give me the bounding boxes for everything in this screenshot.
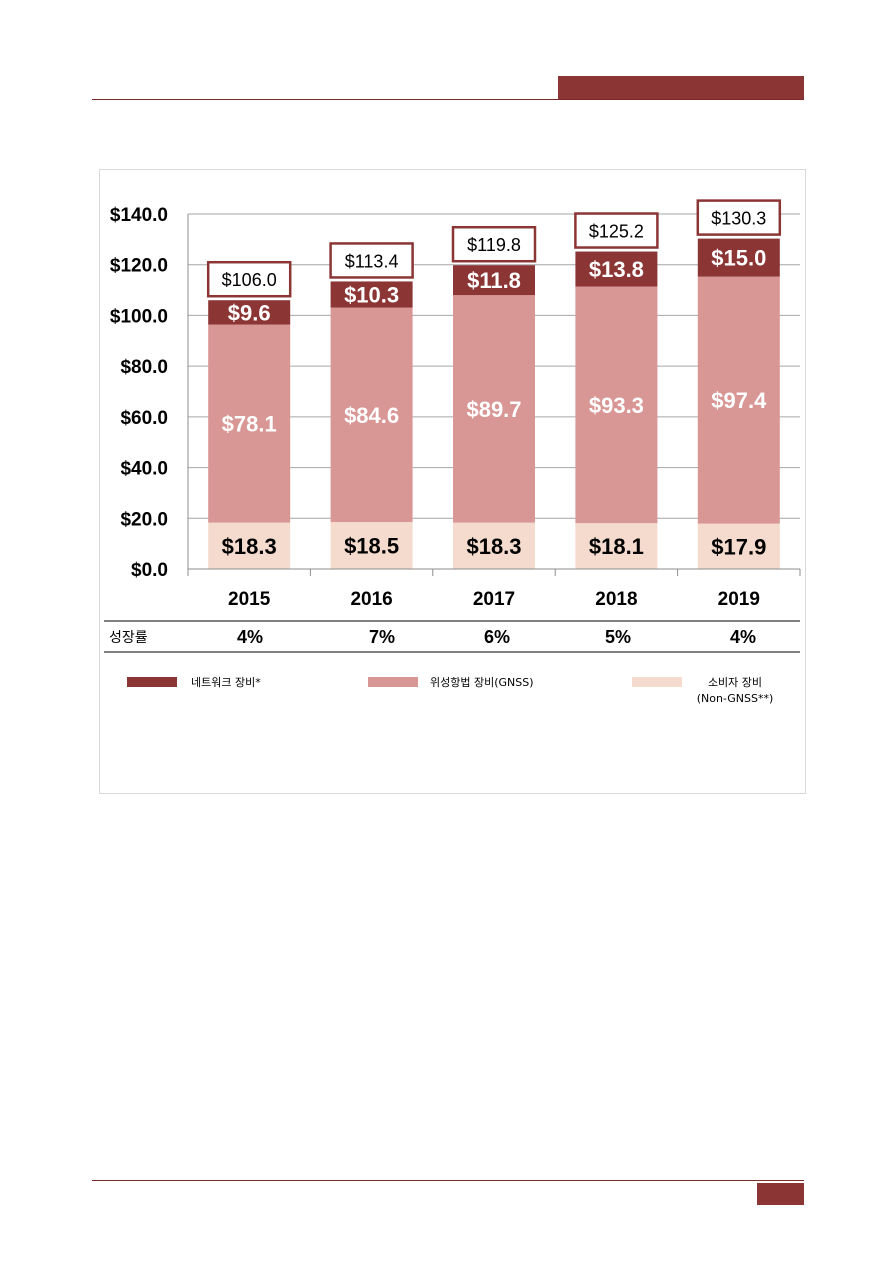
total-box: [206, 260, 292, 298]
bar-segment-gnss-2018: [575, 286, 658, 524]
bar-value-label-consumer: $18.3: [466, 534, 521, 559]
y-tick-label: $20.0: [120, 509, 168, 530]
total-box: [696, 199, 782, 236]
x-tick-label: 2016: [350, 589, 392, 610]
bar-value-label-network: $11.8: [467, 268, 521, 293]
footer-rule: [92, 1180, 804, 1181]
bar-value-label-gnss: $89.7: [466, 397, 521, 422]
bar-value-label-gnss: $78.1: [222, 412, 277, 437]
growth-rate-value: 5%: [605, 627, 631, 647]
legend-label-network: 네트워크 장비*: [191, 676, 261, 689]
bar-segment-gnss-2016: [330, 307, 413, 523]
total-value-label: $113.4: [345, 251, 399, 271]
total-value-label: $130.3: [711, 209, 766, 229]
bar-value-label-network: $13.8: [589, 257, 644, 282]
total-value-label: $125.2: [589, 222, 644, 242]
total-value-label: $106.0: [222, 270, 277, 290]
x-tick-label: 2018: [595, 589, 637, 610]
total-box: [451, 225, 537, 263]
bar-value-label-network: $10.3: [344, 283, 399, 308]
bar-segment-consumer-2015: [208, 522, 291, 569]
y-tick-label: $40.0: [120, 459, 168, 480]
growth-header-label: 성장률: [109, 630, 148, 646]
bar-segment-gnss-2015: [208, 324, 291, 523]
growth-rate-value: 7%: [369, 627, 395, 647]
bar-value-label-network: $15.0: [711, 246, 766, 271]
bar-segment-consumer-2017: [453, 522, 535, 569]
header-rule: [92, 99, 804, 100]
bar-segment-consumer-2018: [575, 523, 658, 569]
bar-value-label-gnss: $93.3: [589, 393, 644, 418]
legend-swatch-network: [127, 677, 177, 687]
total-box: [574, 212, 659, 249]
header-accent-block: [558, 76, 804, 100]
bar-value-label-consumer: $17.9: [711, 534, 766, 559]
bar-value-label-consumer: $18.5: [344, 534, 399, 559]
bar-segment-network-2017: [453, 265, 535, 296]
legend-swatch-gnss: [368, 677, 418, 687]
x-tick-label: 2017: [473, 589, 515, 610]
bar-segment-network-2018: [575, 251, 658, 287]
x-tick-label: 2015: [228, 589, 271, 610]
growth-rate-value: 4%: [237, 627, 263, 647]
bar-value-label-network: $9.6: [228, 300, 271, 325]
y-tick-label: $140.0: [110, 205, 168, 226]
legend-label-gnss: 위성항법 장비(GNSS): [430, 676, 534, 689]
y-tick-label: $0.0: [131, 560, 168, 581]
footer-page-block: [757, 1183, 804, 1205]
y-tick-label: $100.0: [110, 306, 168, 327]
bar-segment-gnss-2017: [453, 295, 535, 523]
bar-value-label-consumer: $18.3: [222, 534, 277, 559]
growth-rate-value: 6%: [484, 627, 510, 647]
y-tick-label: $60.0: [120, 408, 168, 429]
total-box: [329, 242, 414, 279]
x-tick-label: 2019: [718, 589, 760, 610]
chart-frame: [99, 169, 806, 794]
total-value-label: $119.8: [467, 235, 521, 255]
legend-label-consumer: 소비자 장비: [708, 676, 762, 689]
legend-label-consumer-line2: (Non-GNSS**): [697, 692, 774, 705]
bar-value-label-gnss: $84.6: [344, 403, 399, 428]
bar-segment-consumer-2019: [697, 523, 780, 569]
y-tick-label: $80.0: [120, 357, 168, 378]
legend-swatch-consumer: [632, 677, 682, 687]
y-tick-label: $120.0: [110, 256, 168, 277]
bar-segment-network-2019: [697, 238, 780, 277]
bar-value-label-consumer: $18.1: [589, 534, 644, 559]
bar-segment-gnss-2019: [697, 276, 780, 524]
bar-segment-consumer-2016: [330, 522, 413, 569]
bar-segment-network-2016: [330, 281, 413, 308]
bar-segment-network-2015: [208, 300, 291, 325]
growth-rate-value: 4%: [730, 627, 756, 647]
bar-value-label-gnss: $97.4: [711, 388, 767, 413]
